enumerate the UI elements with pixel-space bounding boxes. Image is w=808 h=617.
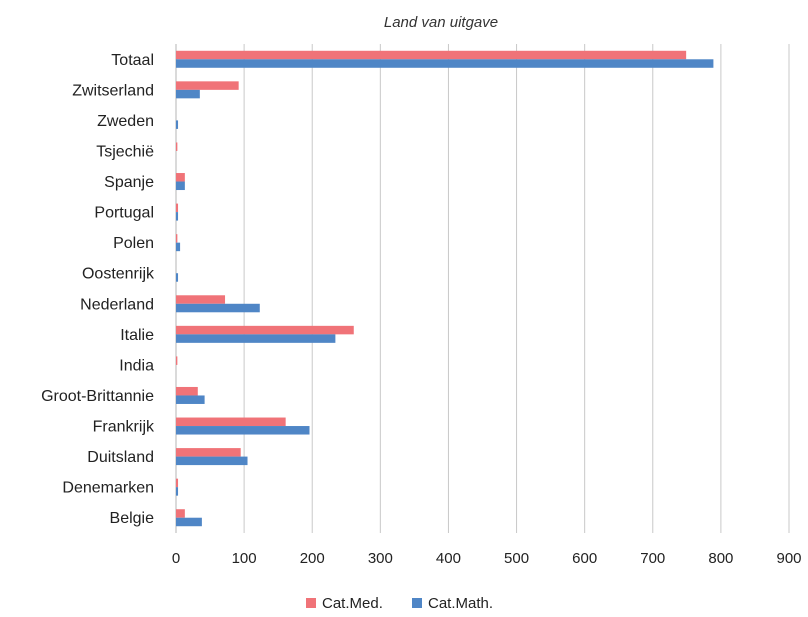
bar-cat-math <box>176 334 336 343</box>
bar-cat-math <box>176 487 179 496</box>
x-tick-label: 300 <box>368 550 393 567</box>
bar-cat-math <box>176 395 205 404</box>
category-label: Totaal <box>111 52 154 69</box>
category-labels: Totaal Zwitserland Zweden Tsjechië Spanje Por… <box>41 52 155 527</box>
legend-label: Cat.Math. <box>428 595 493 612</box>
bar-cat-med <box>176 356 178 365</box>
bar-cat-math <box>176 212 179 221</box>
category-label: Portugal <box>94 205 154 222</box>
category-label: Nederland <box>80 296 154 313</box>
category-label: Italie <box>120 327 154 344</box>
bar-cat-med <box>176 478 179 488</box>
bar-cat-math <box>176 303 260 313</box>
category-label: Belgie <box>110 510 155 527</box>
bar-cat-math <box>176 120 179 129</box>
x-tick-label: 900 <box>776 550 801 567</box>
category-label: Tsjechië <box>96 143 154 160</box>
x-tick-label: 0 <box>172 550 180 567</box>
category-label: India <box>119 357 154 374</box>
bar-cat-med <box>176 50 687 60</box>
x-tick-label: 100 <box>232 550 257 567</box>
gridlines <box>175 44 790 533</box>
bar-cat-med <box>176 386 198 396</box>
legend: Cat.Med. Cat.Math. <box>306 595 493 612</box>
legend-swatch <box>306 598 316 608</box>
bar-cat-math <box>176 59 714 68</box>
category-label: Denemarken <box>62 480 154 497</box>
bar-cat-med <box>176 203 179 213</box>
bar-cat-med <box>176 173 185 182</box>
bar-cat-med <box>176 142 178 151</box>
x-tick-label: 800 <box>708 550 733 567</box>
category-label: Oostenrijk <box>82 266 155 283</box>
bar-cat-med <box>176 509 185 518</box>
legend-label: Cat.Med. <box>322 595 383 612</box>
category-label: Zwitserland <box>72 82 154 99</box>
bar-cat-math <box>176 181 185 191</box>
x-tick-label: 200 <box>300 550 325 567</box>
bar-cat-med <box>176 325 354 335</box>
bar-cat-math <box>176 426 310 435</box>
x-tick-label: 400 <box>436 550 461 567</box>
category-label: Zweden <box>97 113 154 130</box>
category-label: Duitsland <box>87 449 154 466</box>
chart-title: Land van uitgave <box>384 14 498 31</box>
x-tick-label: 500 <box>504 550 529 567</box>
bars <box>176 50 714 527</box>
category-label: Groot-Brittannie <box>41 388 154 405</box>
category-label: Polen <box>113 235 154 252</box>
category-label: Spanje <box>104 174 154 191</box>
bar-cat-med <box>176 295 226 304</box>
bar-cat-med <box>176 417 286 427</box>
bar-cat-med <box>176 234 178 243</box>
category-label: Frankrijk <box>93 419 155 436</box>
bar-cat-med <box>176 81 239 90</box>
bar-cat-med <box>176 448 241 457</box>
x-tick-labels: 0 100 200 300 400 500 600 700 800 900 <box>172 550 802 567</box>
x-tick-label: 600 <box>572 550 597 567</box>
bar-cat-math <box>176 89 200 99</box>
bar-cat-math <box>176 273 179 282</box>
bar-cat-math <box>176 242 181 252</box>
bar-cat-math <box>176 517 202 527</box>
legend-swatch <box>412 598 422 608</box>
bar-cat-math <box>176 456 248 466</box>
x-tick-label: 700 <box>640 550 665 567</box>
